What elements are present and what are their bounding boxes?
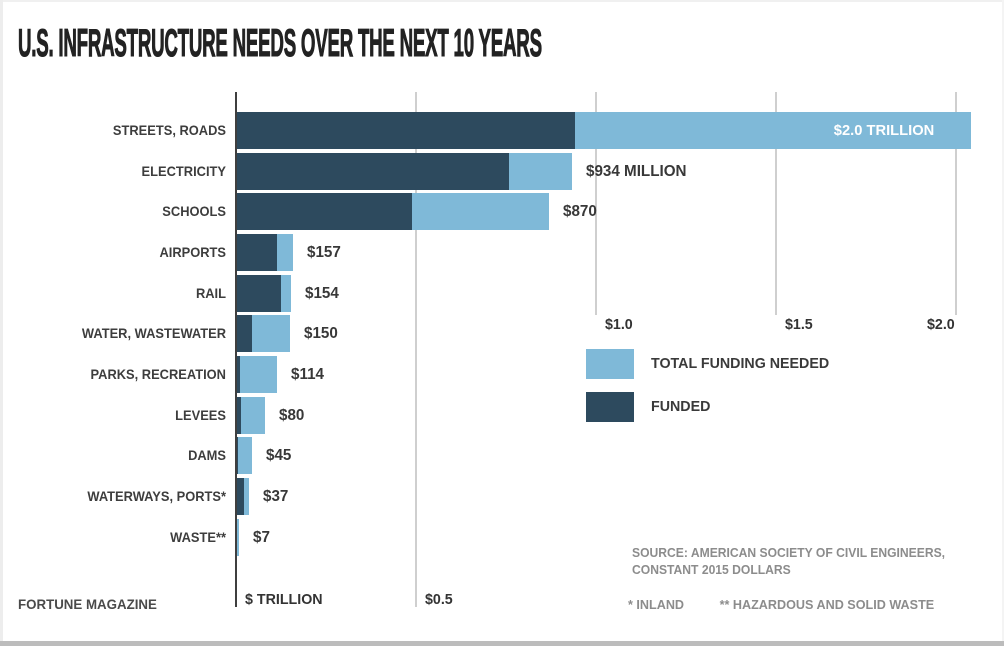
frame-border-right <box>1002 0 1004 646</box>
category-label: SCHOOLS <box>162 203 226 220</box>
bar-funded <box>236 396 242 434</box>
bar-value-label: $37 <box>263 488 289 506</box>
bar-row: PARKS, RECREATION $114 <box>0 356 1004 394</box>
category-label: WASTE** <box>170 528 226 545</box>
bar-row: WASTE** $7 <box>0 518 1004 556</box>
bar-row: AIRPORTS $157 <box>0 234 1004 272</box>
frame-border-left <box>0 0 3 646</box>
bar-total-funding-needed <box>236 437 253 475</box>
category-label: ELECTRICITY <box>141 162 226 179</box>
footnote-hazardous: ** HAZARDOUS AND SOLID WASTE <box>719 597 935 612</box>
bar-funded <box>236 315 253 353</box>
bar-row: LEVEES $80 <box>0 396 1004 434</box>
bar-value-label: $45 <box>266 447 292 465</box>
bar-row: RAIL $154 <box>0 274 1004 312</box>
legend-label-funded: FUNDED <box>651 398 711 415</box>
category-label: LEVEES <box>175 406 226 423</box>
frame-border-bottom <box>0 641 1004 646</box>
bar-row: WATERWAYS, PORTS* $37 <box>0 478 1004 516</box>
source-note: SOURCE: AMERICAN SOCIETY OF CIVIL ENGINE… <box>632 545 945 579</box>
bar-value-label: $150 <box>304 325 338 343</box>
bar-row: WATER, WASTEWATER $150 <box>0 315 1004 353</box>
bar-row: SCHOOLS $870 <box>0 193 1004 231</box>
category-label: WATER, WASTEWATER <box>81 325 227 342</box>
footnote-inland: * INLAND <box>628 597 685 612</box>
gridline <box>775 92 777 315</box>
source-line-2: CONSTANT 2015 DOLLARS <box>632 562 791 577</box>
category-label: PARKS, RECREATION <box>90 366 226 383</box>
category-label: DAMS <box>188 447 226 464</box>
legend-swatch-total-funding-needed <box>586 349 634 379</box>
bar-funded <box>236 152 509 190</box>
bar-row: ELECTRICITY $934 MILLION <box>0 152 1004 190</box>
bar-row: STREETS, ROADS $2.0 TRILLION <box>0 112 1004 149</box>
bar-funded <box>236 112 575 149</box>
bar-funded <box>236 274 281 312</box>
bar-value-label: $80 <box>278 406 305 424</box>
bar-funded <box>236 356 241 394</box>
publisher-credit: FORTUNE MAGAZINE <box>18 596 157 612</box>
gridline <box>595 92 597 315</box>
bar-funded <box>236 478 244 516</box>
bar-funded <box>236 193 413 231</box>
legend-swatch-funded <box>586 392 634 422</box>
bar-value-label: $157 <box>306 244 341 262</box>
x-tick-label: $2.0 <box>927 316 955 333</box>
bar-value-label: $934 MILLION <box>586 162 687 180</box>
bar-value-label: $154 <box>305 284 340 302</box>
bar-value-label: $2.0 TRILLION <box>833 122 934 139</box>
category-label: AIRPORTS <box>159 244 226 261</box>
x-tick-label: $0.5 <box>425 591 453 608</box>
gridline <box>415 92 417 607</box>
gridline <box>955 92 957 315</box>
x-tick-label: $ TRILLION <box>245 591 323 608</box>
bar-total-funding-needed <box>236 356 278 394</box>
bar-row: DAMS $45 <box>0 437 1004 475</box>
category-label: STREETS, ROADS <box>112 122 226 138</box>
bar-value-label: $870 <box>563 203 598 221</box>
frame-border-top <box>0 0 1004 2</box>
x-tick-label: $1.5 <box>785 316 813 333</box>
chart-title: U.S. INFRASTRUCTURE NEEDS OVER THE NEXT … <box>18 21 543 65</box>
bar-funded <box>236 234 278 272</box>
bar-value-label: $7 <box>252 528 270 546</box>
category-label: WATERWAYS, PORTS* <box>87 488 226 505</box>
category-label: RAIL <box>195 284 226 301</box>
source-line-1: SOURCE: AMERICAN SOCIETY OF CIVIL ENGINE… <box>632 546 946 560</box>
legend-label-total-funding-needed: TOTAL FUNDING NEEDED <box>651 355 830 372</box>
bar-value-label: $114 <box>291 366 325 384</box>
footnotes: * INLAND ** HAZARDOUS AND SOLID WASTE <box>628 597 934 612</box>
x-tick-label: $1.0 <box>605 316 633 333</box>
y-axis-line <box>235 92 237 607</box>
